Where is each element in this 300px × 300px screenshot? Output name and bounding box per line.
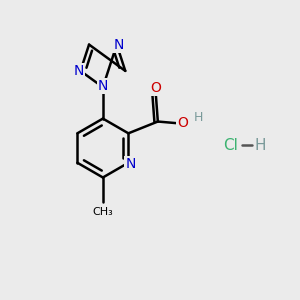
Text: CH₃: CH₃ bbox=[92, 207, 113, 217]
Text: H: H bbox=[254, 138, 266, 153]
Text: H: H bbox=[194, 111, 203, 124]
Text: N: N bbox=[98, 79, 108, 93]
Text: N: N bbox=[125, 157, 136, 171]
Text: N: N bbox=[73, 64, 84, 78]
Text: Cl: Cl bbox=[223, 138, 238, 153]
Text: O: O bbox=[150, 81, 161, 95]
Text: N: N bbox=[113, 38, 124, 52]
Text: O: O bbox=[177, 116, 188, 130]
